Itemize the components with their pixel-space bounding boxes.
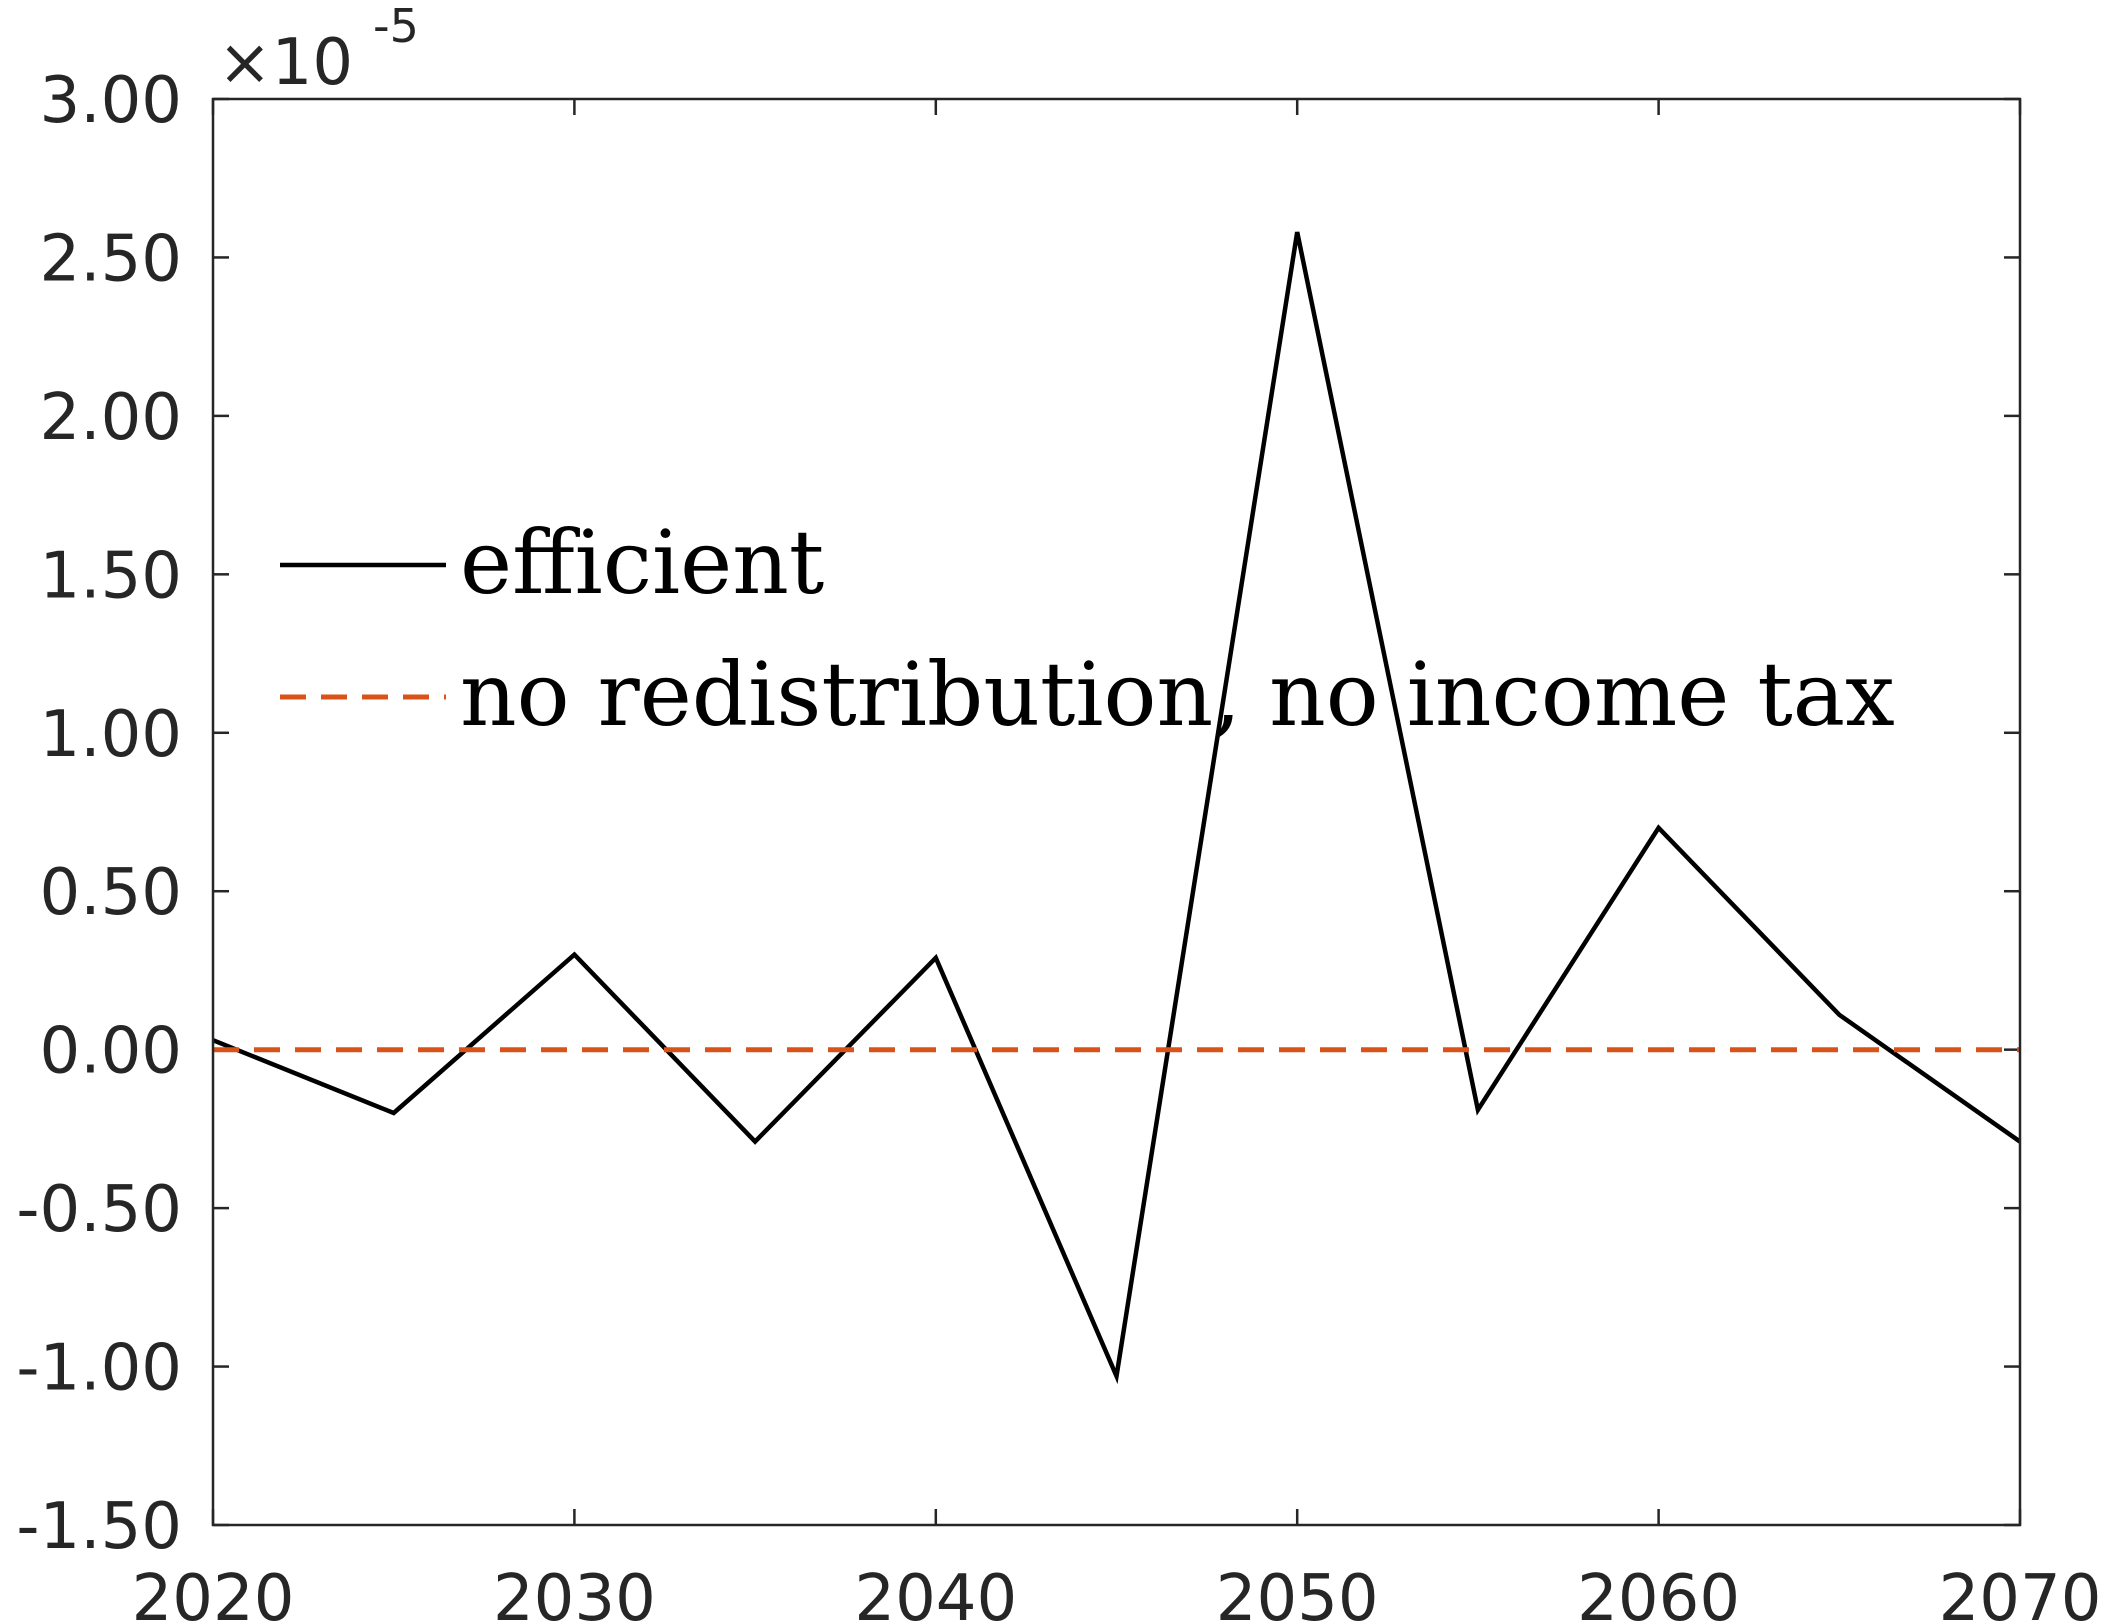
y-tick-label: -0.50 <box>16 1173 182 1247</box>
y-tick-label: -1.50 <box>16 1490 182 1564</box>
x-tick-label: 2030 <box>493 1562 656 1622</box>
y-tick-label: -1.00 <box>16 1332 182 1406</box>
y-tick-label: 2.50 <box>40 222 183 296</box>
y-axis-multiplier: ×10 -5 <box>218 0 419 100</box>
x-tick-label: 2050 <box>1216 1562 1379 1622</box>
tick-labels: 2020 2030 2040 2050 2060 2070 -1.50 -1.00 -0.50 0… <box>16 64 2101 1622</box>
x-tick-label: 2020 <box>132 1562 295 1622</box>
axis-ticks <box>211 97 2022 1527</box>
y-multiplier-exponent: -5 <box>373 0 419 53</box>
x-tick-label: 2040 <box>854 1562 1017 1622</box>
series-line-0 <box>212 231 2022 1385</box>
plot-series <box>212 231 2022 1385</box>
legend: efficient no redistribution, no income ta… <box>280 511 1895 746</box>
y-tick-label: 1.50 <box>40 539 183 613</box>
y-tick-label: 0.50 <box>40 856 183 930</box>
y-tick-label: 1.00 <box>40 698 183 772</box>
axes-frame <box>211 97 2022 1527</box>
legend-label-1: no redistribution, no income tax <box>460 643 1895 746</box>
y-tick-label: 0.00 <box>40 1015 183 1089</box>
y-tick-label: 3.00 <box>40 64 183 138</box>
legend-label-0: efficient <box>460 511 824 614</box>
x-tick-label: 2060 <box>1577 1562 1740 1622</box>
y-multiplier-base: ×10 <box>218 26 353 100</box>
x-tick-label: 2070 <box>1939 1562 2102 1622</box>
y-tick-label: 2.00 <box>40 381 183 455</box>
